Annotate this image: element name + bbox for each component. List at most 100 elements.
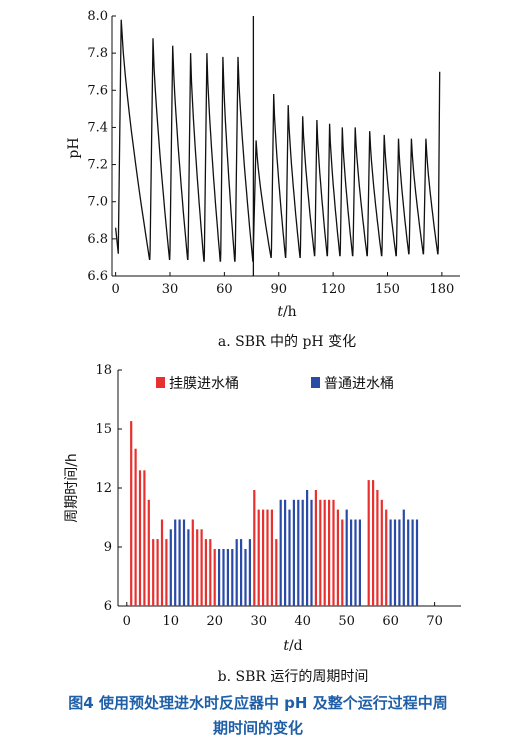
ph-y-tick-label: 6.8 xyxy=(87,232,108,247)
bar-red xyxy=(165,539,168,606)
bar-blue xyxy=(187,529,190,606)
figure-caption-line2: 期时间的变化 xyxy=(213,719,303,737)
bar-blue xyxy=(301,499,304,606)
bar-blue xyxy=(235,539,238,606)
bar-red xyxy=(156,539,159,606)
bar-red xyxy=(262,509,265,606)
cycle-x-tick-label: 40 xyxy=(294,614,311,629)
ph-y-tick-label: 6.6 xyxy=(87,269,108,284)
bar-blue xyxy=(354,519,357,606)
ph-x-axis-label-unit: /h xyxy=(283,304,297,320)
bar-blue xyxy=(306,490,309,606)
bar-red xyxy=(196,529,199,606)
ph-x-tick-label: 150 xyxy=(375,282,400,297)
cycle-x-axis-label-unit: /d xyxy=(289,638,303,654)
bar-blue xyxy=(222,549,225,606)
ph-line-chart: 6.6 6.8 7.0 7.2 7.4 7.6 7.8 8.0 0 30 60 90 120 150 18… xyxy=(66,9,460,350)
bar-blue xyxy=(174,519,177,606)
cycle-y-tick-label: 18 xyxy=(95,363,112,378)
bar-blue xyxy=(248,539,251,606)
bar-red xyxy=(314,490,317,606)
cycle-x-axis-label: t/d xyxy=(283,638,302,654)
ph-y-axis-label: pH xyxy=(66,137,82,158)
bar-red xyxy=(130,421,133,606)
ph-y-tick-label: 7.0 xyxy=(87,195,108,210)
ph-x-axis-label: t/h xyxy=(277,304,296,320)
bar-red xyxy=(323,499,326,606)
bar-red xyxy=(367,480,370,606)
bar-red xyxy=(332,499,335,606)
bar-red xyxy=(319,499,322,606)
bar-blue xyxy=(297,499,300,606)
bar-red xyxy=(336,509,339,606)
bar-blue xyxy=(292,499,295,606)
ph-chart-caption: a. SBR 中的 pH 变化 xyxy=(218,334,356,350)
ph-y-tick-label: 7.8 xyxy=(87,46,108,61)
legend-label-blue: 普通进水桶 xyxy=(324,376,394,392)
bar-red xyxy=(200,529,203,606)
bar-red xyxy=(380,499,383,606)
bar-blue xyxy=(345,509,348,606)
cycle-chart-y-ticks: 6 9 12 15 18 xyxy=(95,363,122,614)
ph-x-axis-label-var: t xyxy=(277,304,283,320)
cycle-x-tick-label: 0 xyxy=(123,614,131,629)
bar-blue xyxy=(288,509,291,606)
bar-blue xyxy=(389,519,392,606)
ph-x-tick-label: 60 xyxy=(216,282,233,297)
bar-blue xyxy=(178,519,181,606)
bar-red xyxy=(160,519,164,606)
bar-blue xyxy=(279,499,282,606)
cycle-x-tick-label: 30 xyxy=(250,614,267,629)
bar-red xyxy=(385,509,388,606)
ph-chart-x-ticks: 0 30 60 90 120 150 180 xyxy=(111,272,454,297)
cycle-time-bar-chart: 6 9 12 15 18 0 10 20 30 40 50 60 70 挂膜进水桶 普通进水桶 周期时… xyxy=(64,363,461,685)
legend-label-red: 挂膜进水桶 xyxy=(169,376,239,392)
bar-red xyxy=(253,490,256,606)
bar-blue xyxy=(402,509,405,606)
bar-red xyxy=(134,448,137,606)
bar-red xyxy=(372,480,375,606)
ph-y-tick-label: 7.2 xyxy=(87,158,108,173)
bar-blue xyxy=(310,499,313,606)
bar-red xyxy=(328,499,331,606)
bar-red xyxy=(191,519,194,606)
bar-blue xyxy=(411,519,414,606)
bar-blue xyxy=(284,499,287,606)
bar-red xyxy=(204,539,207,606)
ph-x-tick-label: 0 xyxy=(111,282,119,297)
legend-swatch-blue xyxy=(311,377,320,388)
bar-red xyxy=(257,509,260,606)
bar-red xyxy=(147,499,150,606)
bar-blue xyxy=(240,539,243,606)
cycle-chart-caption: b. SBR 运行的周期时间 xyxy=(218,669,369,685)
bar-red xyxy=(376,490,379,606)
bar-red xyxy=(270,509,273,606)
bar-red xyxy=(138,470,142,606)
bar-blue xyxy=(182,519,186,606)
cycle-y-tick-label: 6 xyxy=(104,599,112,614)
bar-blue xyxy=(393,519,397,606)
bar-red xyxy=(152,539,155,606)
figure-caption-line1: 图4 使用预处理进水时反应器中 pH 及整个运行过程中周 xyxy=(68,694,447,712)
cycle-chart-legend: 挂膜进水桶 普通进水桶 xyxy=(156,376,394,392)
ph-x-tick-label: 30 xyxy=(162,282,179,297)
bar-red xyxy=(266,509,269,606)
ph-series-line xyxy=(114,19,441,262)
cycle-chart-x-ticks: 0 10 20 30 40 50 60 70 xyxy=(123,602,443,629)
bar-red xyxy=(143,470,146,606)
cycle-y-tick-label: 15 xyxy=(95,422,112,437)
ph-x-tick-label: 120 xyxy=(321,282,346,297)
cycle-y-axis-label: 周期时间/h xyxy=(64,453,80,523)
cycle-x-tick-label: 60 xyxy=(382,614,399,629)
ph-y-tick-label: 8.0 xyxy=(87,9,108,24)
legend-swatch-red xyxy=(156,377,165,388)
cycle-x-axis-label-var: t xyxy=(283,638,289,654)
cycle-y-tick-label: 12 xyxy=(95,481,112,496)
cycle-x-tick-label: 20 xyxy=(206,614,223,629)
ph-chart-y-ticks: 6.6 6.8 7.0 7.2 7.4 7.6 7.8 8.0 xyxy=(87,9,116,284)
cycle-x-tick-label: 50 xyxy=(338,614,355,629)
cycle-y-tick-label: 9 xyxy=(104,540,112,555)
bar-blue xyxy=(358,519,361,606)
cycle-x-tick-label: 10 xyxy=(162,614,179,629)
